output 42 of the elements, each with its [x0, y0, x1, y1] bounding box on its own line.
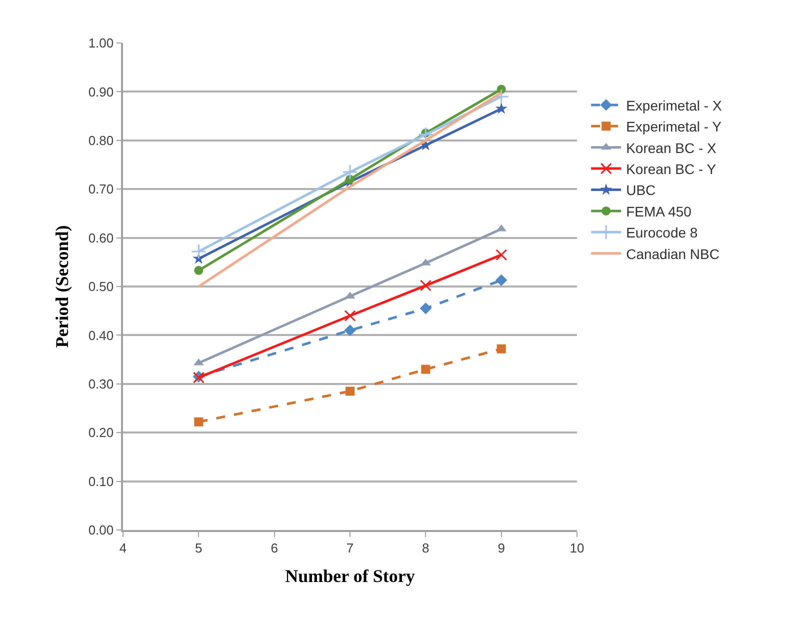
point	[420, 302, 432, 314]
point	[420, 280, 432, 292]
y-tick-label: 0.90	[88, 84, 114, 100]
y-tick-label: 0.70	[88, 182, 114, 197]
y-axis-title: Period (Second)	[52, 225, 72, 348]
y-tick-label: 0.30	[88, 376, 114, 392]
legend-label: Experimetal - X	[626, 97, 722, 114]
point	[342, 164, 358, 180]
legend-label: Experimetal - Y	[626, 118, 722, 135]
legend-label: Korean BC - X	[626, 140, 718, 156]
y-tick-label: 0.10	[88, 474, 114, 489]
legend-label: Korean BC - Y	[626, 161, 717, 178]
y-tick-label: 0.50	[88, 279, 114, 294]
y-tick-label: 0.80	[88, 132, 114, 148]
x-tick-label: 6	[270, 540, 278, 556]
point	[495, 102, 508, 114]
x-tick-label: 7	[346, 540, 354, 556]
y-tick-label: 0.00	[88, 522, 114, 538]
x-tick-label: 10	[570, 540, 584, 556]
point	[194, 417, 204, 426]
x-axis-title: Number of Story	[285, 566, 415, 586]
legend-label: Eurocode 8	[626, 224, 698, 241]
legend-label: FEMA 450	[626, 203, 692, 220]
point	[344, 310, 356, 322]
x-tick-label: 9	[498, 540, 505, 556]
point	[496, 249, 508, 261]
point	[344, 324, 356, 336]
x-tick-label: 4	[119, 540, 127, 556]
point	[421, 364, 430, 374]
x-tick-label: 5	[195, 540, 202, 556]
legend-label: Canadian NBC	[626, 246, 720, 262]
point	[346, 386, 354, 396]
y-tick-label: 0.40	[88, 328, 114, 343]
y-tick-label: 1.00	[88, 36, 114, 51]
point	[190, 244, 206, 260]
y-tick-label: 0.20	[88, 425, 114, 440]
point	[194, 266, 204, 275]
x-tick-label: 8	[422, 540, 430, 556]
y-tick-label: 0.60	[88, 230, 114, 246]
legend-label: UBC	[626, 182, 656, 198]
point	[495, 274, 508, 286]
point	[496, 344, 506, 354]
